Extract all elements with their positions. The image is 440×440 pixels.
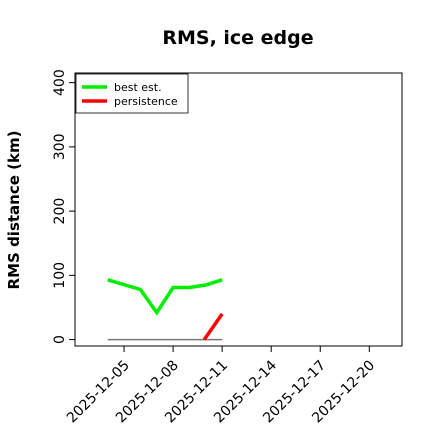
series-line-persistence [202, 312, 224, 341]
y-axis: 0 100 200 300 400 [52, 69, 75, 344]
x-axis: 2025-12-052025-12-082025-12-112025-12-14… [64, 346, 378, 426]
legend: best est. persistence [75, 73, 189, 114]
legend-label-best-est: best est. [114, 81, 162, 94]
chart-title: RMS, ice edge [162, 27, 313, 49]
plot-area-frame [74, 72, 403, 347]
y-tick-label: 400 [52, 69, 68, 96]
y-axis-label: RMS distance (km) [5, 131, 23, 290]
y-tick-label: 300 [52, 134, 68, 161]
y-tick-label: 100 [52, 262, 68, 289]
series-line-best-est [107, 278, 223, 316]
legend-box [75, 73, 189, 114]
y-tick-label: 0 [52, 335, 68, 344]
series-layer [107, 278, 224, 341]
legend-label-persistence: persistence [114, 95, 178, 108]
y-tick-label: 200 [52, 198, 68, 225]
